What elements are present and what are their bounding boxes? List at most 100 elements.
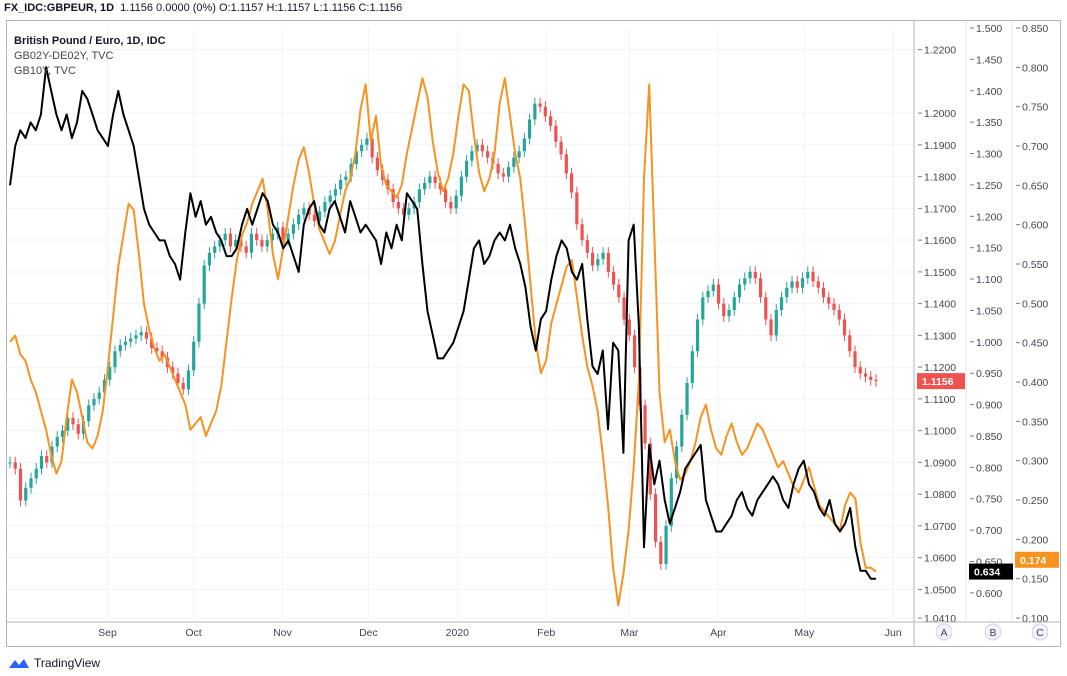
candle	[192, 341, 196, 371]
candle	[45, 456, 49, 463]
candle	[339, 179, 343, 190]
candle	[596, 259, 600, 266]
candle	[344, 176, 348, 180]
candle	[66, 417, 70, 431]
symbol-name: FX_IDC:GBPEUR, 1D	[4, 2, 115, 14]
axis-button-label: C	[1036, 627, 1044, 639]
price-tick-label-A: 1.0500	[924, 584, 956, 596]
candle	[92, 398, 96, 406]
candle	[207, 252, 212, 266]
candle	[790, 281, 794, 288]
candle	[213, 246, 217, 253]
axis-button-label: B	[989, 627, 996, 639]
candle	[748, 271, 752, 279]
time-tick-label: Nov	[273, 627, 292, 639]
candle	[402, 208, 406, 215]
candle	[559, 141, 563, 155]
price-tick-label-C: 0.850	[1022, 23, 1048, 35]
candle	[323, 202, 327, 212]
candle	[800, 278, 805, 288]
candle	[449, 202, 453, 209]
candle	[202, 265, 206, 304]
candle	[816, 281, 820, 288]
price-tick-label-C: 0.400	[1022, 377, 1048, 389]
price-tick-label-A: 1.0600	[924, 553, 956, 565]
candle	[648, 443, 652, 495]
candle	[564, 154, 568, 174]
price-tick-label-A: 1.0900	[924, 457, 956, 469]
candle	[302, 208, 306, 215]
candle	[60, 430, 65, 437]
candle	[848, 335, 852, 352]
candle	[144, 332, 149, 339]
price-tick-label-B: 1.000	[976, 337, 1002, 349]
candle	[853, 351, 857, 368]
ohlc-quote: 1.1156 0.0000 (0%) O:1.1157 H:1.1157 L:1…	[120, 2, 403, 14]
candle	[13, 462, 17, 469]
candle	[869, 376, 873, 380]
candle	[291, 224, 296, 234]
candle	[428, 176, 432, 183]
candle	[29, 478, 33, 488]
candle	[370, 138, 374, 158]
candle	[71, 417, 75, 425]
price-tick-label-A: 1.1000	[924, 426, 956, 438]
brand-label: TradingView	[34, 656, 101, 670]
candle	[87, 405, 91, 422]
candle	[197, 303, 201, 342]
price-tick-label-B: 1.100	[976, 274, 1002, 286]
candle	[281, 227, 285, 241]
candle	[234, 240, 238, 247]
legend-gb10y-series[interactable]: GB10Y, TVC	[14, 65, 76, 77]
candle	[496, 163, 500, 174]
candle	[391, 189, 395, 203]
candle	[328, 195, 332, 203]
candle	[433, 176, 437, 183]
candle	[758, 278, 763, 298]
candle	[223, 233, 227, 241]
candle	[538, 103, 542, 107]
price-tick-label-B: 1.500	[976, 23, 1002, 35]
candle	[690, 351, 694, 384]
candle	[811, 271, 815, 282]
axis-button-C[interactable]	[1031, 623, 1049, 641]
axis-button-B[interactable]	[984, 623, 1002, 641]
legend-main-series[interactable]: British Pound / Euro, 1D, IDC	[14, 35, 166, 47]
candle	[779, 297, 784, 310]
candle	[575, 192, 579, 225]
candle	[134, 335, 138, 339]
candle	[512, 157, 516, 168]
symbol-header: FX_IDC:GBPEUR, 1D 1.1156 0.0000 (0%) O:1…	[4, 2, 402, 14]
legend-spread-series[interactable]: GB02Y-DE02Y, TVC	[14, 50, 114, 62]
price-tick-label-A: 1.1600	[924, 235, 956, 247]
candle	[97, 392, 101, 399]
tradingview-branding[interactable]: TradingView	[8, 656, 100, 670]
chart-legend: British Pound / Euro, 1D, IDC GB02Y-DE02…	[14, 34, 166, 79]
price-tick-label-B: 0.900	[976, 400, 1002, 412]
axis-button-A[interactable]	[935, 623, 953, 641]
candle	[580, 224, 584, 241]
price-tick-label-C: 0.700	[1022, 141, 1048, 153]
price-tick-label-C: 0.500	[1022, 298, 1048, 310]
candle	[701, 297, 705, 320]
last-value-badge-A	[917, 373, 965, 390]
candle	[795, 281, 799, 288]
candle	[528, 119, 532, 139]
candle	[155, 348, 159, 352]
candle	[711, 284, 715, 291]
price-tick-label-B: 0.700	[976, 525, 1002, 537]
last-value-label-B: 0.634	[974, 567, 1000, 579]
candle	[659, 541, 663, 565]
candle	[863, 373, 868, 377]
candle	[286, 233, 290, 241]
candle	[465, 160, 469, 177]
price-tick-label-C: 0.100	[1022, 613, 1048, 625]
price-tick-label-C: 0.150	[1022, 574, 1048, 586]
candle	[827, 297, 831, 304]
candle	[386, 179, 390, 190]
candle	[832, 303, 836, 310]
candle	[150, 338, 154, 349]
price-tick-label-A: 1.1100	[924, 394, 955, 406]
candle	[444, 189, 448, 203]
